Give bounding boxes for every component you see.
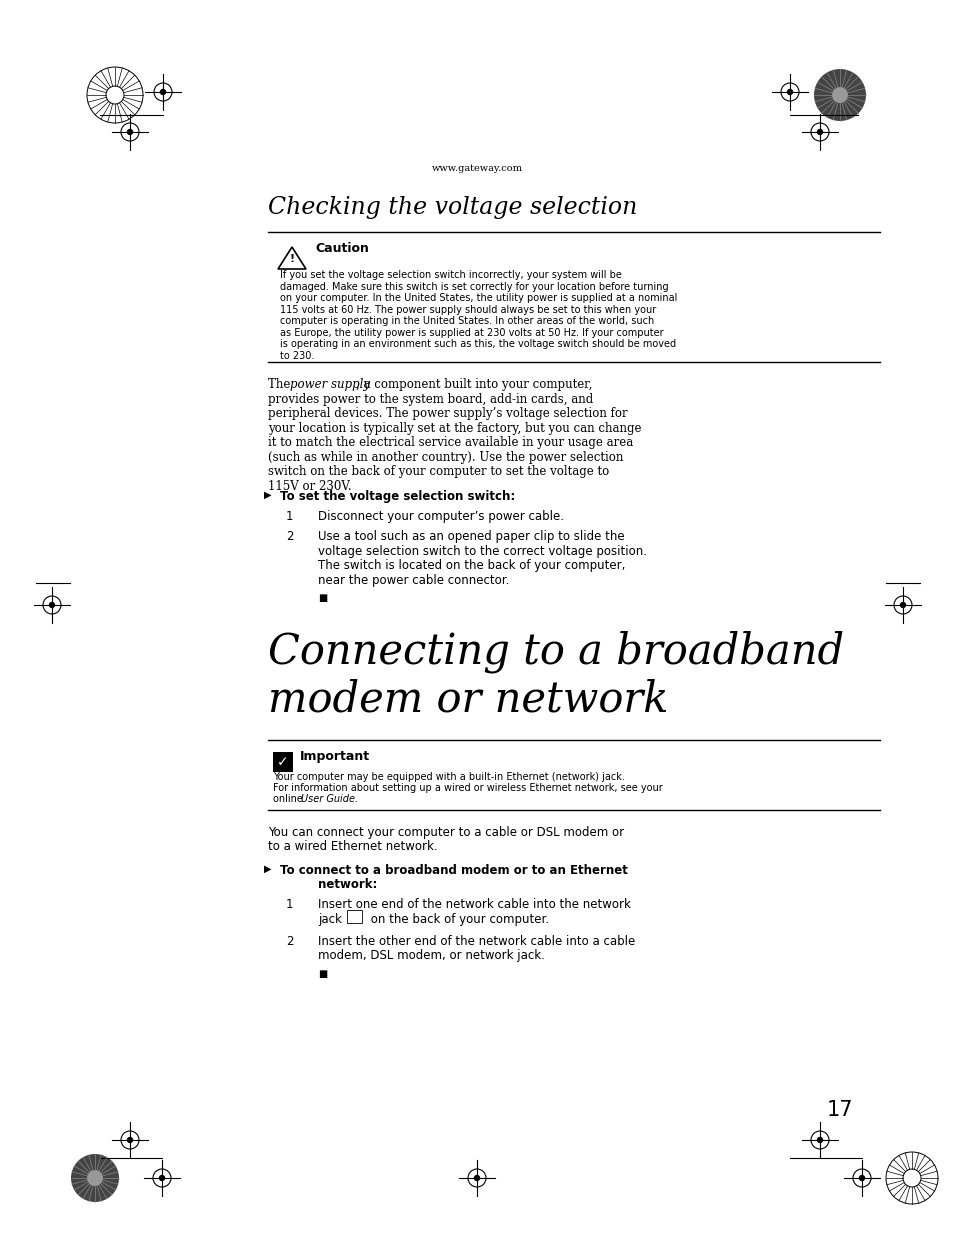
- Text: provides power to the system board, add-in cards, and: provides power to the system board, add-…: [268, 393, 593, 405]
- Text: peripheral devices. The power supply’s voltage selection for: peripheral devices. The power supply’s v…: [268, 408, 627, 420]
- Text: switch on the back of your computer to set the voltage to: switch on the back of your computer to s…: [268, 466, 609, 478]
- Text: www.gateway.com: www.gateway.com: [431, 163, 522, 173]
- Text: Connecting to a broadband: Connecting to a broadband: [268, 630, 843, 673]
- Circle shape: [817, 130, 821, 135]
- Text: 2: 2: [286, 530, 294, 543]
- Text: You can connect your computer to a cable or DSL modem or: You can connect your computer to a cable…: [268, 826, 623, 839]
- Text: To connect to a broadband modem or to an Ethernet: To connect to a broadband modem or to an…: [280, 864, 627, 877]
- Text: Checking the voltage selection: Checking the voltage selection: [268, 195, 637, 219]
- Text: To set the voltage selection switch:: To set the voltage selection switch:: [280, 490, 515, 503]
- Text: voltage selection switch to the correct voltage position.: voltage selection switch to the correct …: [317, 545, 646, 557]
- Text: Insert the other end of the network cable into a cable: Insert the other end of the network cabl…: [317, 935, 635, 948]
- Circle shape: [817, 1137, 821, 1142]
- Circle shape: [159, 1176, 164, 1181]
- Text: If you set the voltage selection switch incorrectly, your system will be: If you set the voltage selection switch …: [280, 270, 621, 280]
- Circle shape: [900, 603, 904, 608]
- Text: modem or network: modem or network: [268, 678, 668, 720]
- Circle shape: [128, 130, 132, 135]
- Circle shape: [831, 86, 847, 103]
- Text: !: !: [289, 254, 294, 264]
- Text: User Guide.: User Guide.: [301, 794, 357, 804]
- Circle shape: [813, 69, 865, 121]
- Text: computer is operating in the United States. In other areas of the world, such: computer is operating in the United Stat…: [280, 316, 654, 326]
- Text: Caution: Caution: [314, 242, 369, 254]
- Text: is operating in an environment such as this, the voltage switch should be moved: is operating in an environment such as t…: [280, 338, 676, 350]
- Text: as Europe, the utility power is supplied at 230 volts at 50 Hz. If your computer: as Europe, the utility power is supplied…: [280, 327, 663, 337]
- Circle shape: [50, 603, 54, 608]
- Text: Insert one end of the network cable into the network: Insert one end of the network cable into…: [317, 898, 630, 911]
- Text: on the back of your computer.: on the back of your computer.: [367, 913, 549, 925]
- Text: your location is typically set at the factory, but you can change: your location is typically set at the fa…: [268, 421, 640, 435]
- Text: The switch is located on the back of your computer,: The switch is located on the back of you…: [317, 559, 625, 572]
- Text: modem, DSL modem, or network jack.: modem, DSL modem, or network jack.: [317, 950, 544, 962]
- FancyBboxPatch shape: [347, 910, 362, 923]
- Text: Disconnect your computer’s power cable.: Disconnect your computer’s power cable.: [317, 510, 563, 522]
- Text: 115V or 230V.: 115V or 230V.: [268, 479, 352, 493]
- Polygon shape: [277, 247, 306, 269]
- Circle shape: [786, 89, 792, 95]
- Text: For information about setting up a wired or wireless Ethernet network, see your: For information about setting up a wired…: [273, 783, 662, 793]
- Text: ▶: ▶: [264, 490, 272, 500]
- Text: ■: ■: [317, 593, 327, 603]
- Circle shape: [71, 1153, 119, 1202]
- Text: , a component built into your computer,: , a component built into your computer,: [355, 378, 592, 391]
- Text: on your computer. In the United States, the utility power is supplied at a nomin: on your computer. In the United States, …: [280, 293, 677, 303]
- Text: Use a tool such as an opened paper clip to slide the: Use a tool such as an opened paper clip …: [317, 530, 624, 543]
- Circle shape: [859, 1176, 863, 1181]
- Text: ✓: ✓: [277, 755, 289, 769]
- Text: 2: 2: [286, 935, 294, 948]
- Circle shape: [128, 1137, 132, 1142]
- Text: 1: 1: [286, 898, 294, 911]
- Text: jack: jack: [317, 913, 345, 925]
- Text: The: The: [268, 378, 294, 391]
- Text: (such as while in another country). Use the power selection: (such as while in another country). Use …: [268, 451, 622, 463]
- Circle shape: [160, 89, 165, 95]
- FancyBboxPatch shape: [273, 752, 293, 772]
- Text: it to match the electrical service available in your usage area: it to match the electrical service avail…: [268, 436, 633, 450]
- Text: ▶: ▶: [264, 864, 272, 874]
- Text: Important: Important: [299, 750, 370, 762]
- Text: power supply: power supply: [290, 378, 370, 391]
- Text: near the power cable connector.: near the power cable connector.: [317, 573, 509, 587]
- Text: online: online: [273, 794, 306, 804]
- Text: network:: network:: [317, 878, 377, 892]
- Circle shape: [474, 1176, 479, 1181]
- Circle shape: [87, 1170, 103, 1186]
- Text: to 230.: to 230.: [280, 351, 314, 361]
- Text: 115 volts at 60 Hz. The power supply should always be set to this when your: 115 volts at 60 Hz. The power supply sho…: [280, 305, 656, 315]
- Text: Your computer may be equipped with a built-in Ethernet (network) jack.: Your computer may be equipped with a bui…: [273, 772, 624, 782]
- Text: damaged. Make sure this switch is set correctly for your location before turning: damaged. Make sure this switch is set co…: [280, 282, 668, 291]
- Text: ■: ■: [317, 969, 327, 979]
- Text: 17: 17: [826, 1100, 852, 1120]
- Text: 1: 1: [286, 510, 294, 522]
- Text: to a wired Ethernet network.: to a wired Ethernet network.: [268, 841, 437, 853]
